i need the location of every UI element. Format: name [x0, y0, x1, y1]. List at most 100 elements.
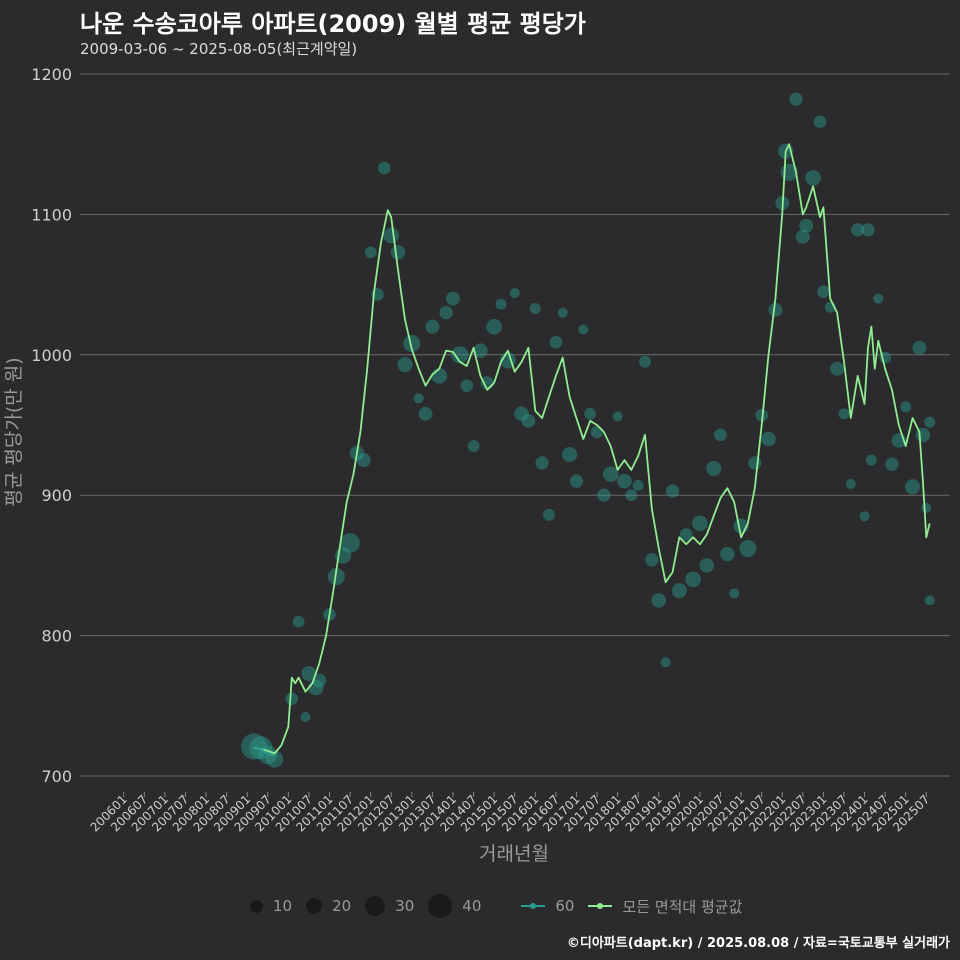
scatter-point	[300, 711, 311, 723]
y-tick-label: 1200	[31, 65, 72, 84]
y-tick-labels: 700 800 900 1000 1100 1200	[31, 65, 72, 786]
scatter-point	[514, 406, 529, 422]
grid-lines	[80, 73, 950, 777]
scatter-point	[312, 673, 327, 688]
footer-credit: ©디아파트(dapt.kr) / 2025.08.08 / 자료=국토교통부 실…	[566, 936, 950, 951]
scatter-point	[439, 306, 453, 320]
legend-series-60-label: 60	[555, 897, 575, 915]
scatter-point	[549, 335, 563, 349]
scatter-point	[584, 407, 597, 420]
chart-subtitle: 2009-03-06 ~ 2025-08-05(최근계약일)	[80, 40, 358, 58]
scatter-point	[292, 615, 305, 628]
scatter-point	[692, 515, 708, 532]
scatter-point	[327, 568, 345, 586]
scatter-point	[912, 340, 927, 355]
scatter-point	[768, 302, 783, 317]
legend-series-60-swatch	[521, 899, 546, 913]
scatter-point	[557, 307, 568, 318]
legend-size-10-dot	[250, 899, 263, 913]
scatter-point	[403, 335, 421, 353]
legend-series-60: 60	[521, 897, 574, 915]
scatter-point	[301, 665, 317, 682]
scatter-point	[714, 428, 727, 442]
scatter-point	[625, 489, 638, 502]
scatter-point	[851, 223, 865, 237]
scatter-point	[838, 408, 850, 420]
scatter-point	[921, 502, 932, 513]
scatter-point	[660, 657, 671, 668]
scatter-point	[924, 416, 936, 428]
scatter-point	[924, 595, 935, 606]
scatter-point	[521, 413, 536, 428]
legend-size-10-label: 10	[273, 897, 293, 915]
legend-size-30-dot	[365, 896, 386, 916]
scatter-point	[739, 539, 757, 558]
scatter-point	[460, 379, 473, 392]
scatter-point	[861, 223, 875, 237]
legend-size-10: 10	[250, 897, 292, 915]
scatter-point	[645, 553, 659, 567]
legend-series-all: 모든 면적대 평균값	[588, 896, 742, 917]
y-tick-label: 800	[41, 627, 72, 646]
series-line-60	[253, 747, 275, 758]
y-tick-label: 700	[41, 767, 72, 786]
scatter-point	[569, 474, 584, 488]
scatter-bubbles	[240, 92, 936, 768]
scatter-point	[578, 324, 589, 335]
scatter-point	[651, 593, 667, 608]
scatter-point	[446, 291, 460, 306]
scatter-point	[543, 508, 555, 521]
scatter-point	[830, 361, 845, 376]
legend-series-all-label: 모든 면적대 평균값	[622, 897, 743, 916]
scatter-point	[340, 533, 360, 553]
scatter-point	[529, 302, 541, 314]
y-tick-label: 900	[41, 486, 72, 505]
scatter-point	[865, 454, 877, 466]
scatter-point	[799, 218, 814, 233]
scatter-point	[356, 453, 371, 468]
scatter-point	[562, 446, 578, 463]
scatter-point	[755, 408, 768, 422]
scatter-point	[805, 170, 821, 186]
scatter-point	[425, 319, 440, 334]
scatter-point	[885, 457, 899, 471]
legend: 10 20 30 40 60 모든 면적대 평균값	[250, 893, 756, 919]
scatter-point	[845, 478, 856, 489]
chart-title: 나운 수송코아루 아파트(2009) 월별 평균 평당가	[80, 10, 586, 38]
y-tick-label: 1000	[31, 346, 72, 365]
scatter-point	[397, 357, 413, 373]
scatter-point	[748, 456, 762, 470]
scatter-point	[473, 343, 488, 358]
scatter-point	[729, 588, 740, 599]
scatter-point	[817, 285, 830, 298]
scatter-point	[685, 571, 701, 588]
scatter-point	[535, 456, 549, 470]
legend-size-40-dot	[428, 894, 453, 918]
scatter-point	[480, 376, 494, 390]
scatter-point	[617, 473, 632, 489]
scatter-point	[679, 528, 693, 541]
scatter-point	[378, 161, 391, 175]
x-axis-label: 거래년월	[479, 843, 549, 865]
scatter-point	[418, 406, 433, 421]
legend-size-30: 30	[365, 896, 414, 916]
scatter-point	[383, 227, 400, 244]
scatter-point	[639, 355, 651, 368]
legend-size-20: 20	[306, 897, 351, 915]
scatter-point	[671, 583, 687, 599]
series-lines	[253, 143, 931, 758]
legend-size-40: 40	[428, 894, 481, 918]
scatter-point	[240, 733, 268, 760]
legend-series-all-swatch	[588, 899, 613, 913]
scatter-point	[467, 440, 480, 452]
scatter-point	[597, 488, 611, 502]
y-tick-label: 1100	[31, 205, 72, 224]
scatter-point	[590, 425, 604, 439]
scatter-point	[602, 466, 619, 482]
scatter-point	[364, 246, 377, 259]
legend-size-30-label: 30	[395, 897, 415, 915]
legend-size-40-label: 40	[462, 897, 482, 915]
scatter-point	[900, 401, 912, 413]
scatter-point	[431, 368, 448, 384]
